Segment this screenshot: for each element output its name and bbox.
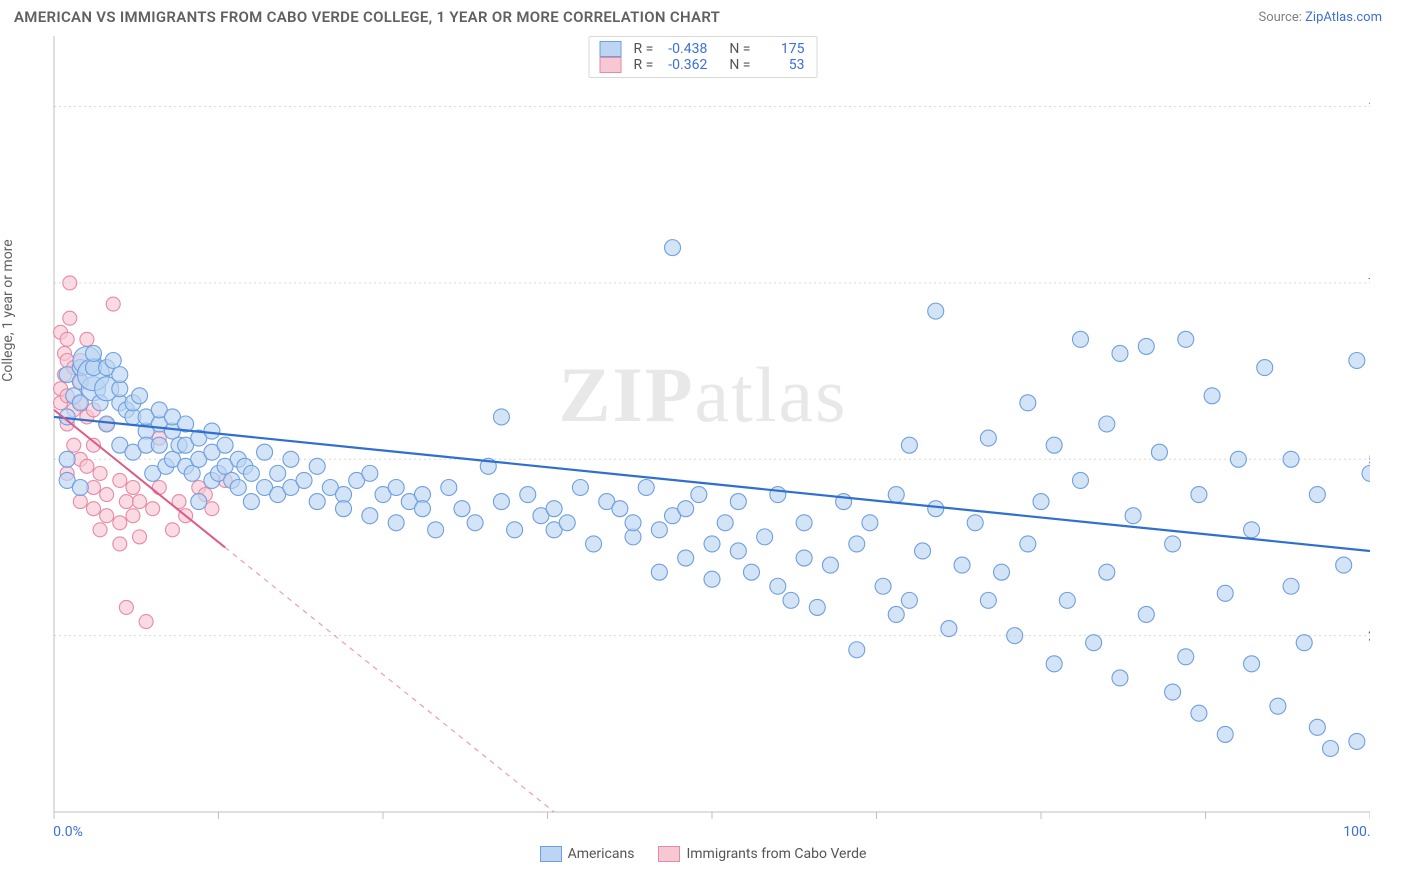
legend-swatch (600, 41, 622, 57)
legend-swatch (658, 846, 680, 862)
legend-item: Americans (540, 846, 635, 862)
svg-text:0.0%: 0.0% (53, 824, 83, 840)
source-link[interactable]: ZipAtlas.com (1305, 10, 1382, 25)
legend-series: Americans Immigrants from Cabo Verde (14, 846, 1392, 862)
y-axis-label: College, 1 year or more (0, 239, 16, 381)
legend-swatch (600, 57, 622, 73)
legend-item: Immigrants from Cabo Verde (658, 846, 866, 862)
svg-text:75.0%: 75.0% (1368, 276, 1370, 292)
svg-text:25.0%: 25.0% (1368, 629, 1370, 645)
legend-swatch (540, 846, 562, 862)
chart-area: College, 1 year or more ZIPatlas 25.0%50… (14, 30, 1392, 860)
scatter-chart: 25.0%50.0%75.0%100.0%0.0%100.0% (14, 30, 1370, 860)
chart-title: AMERICAN VS IMMIGRANTS FROM CABO VERDE C… (14, 8, 720, 26)
legend-stats-row: R = -0.438 N = 175 (600, 41, 805, 57)
svg-text:100.0%: 100.0% (1343, 824, 1370, 840)
legend-stats: R = -0.438 N = 175 R = -0.362 N = 53 (589, 36, 818, 78)
legend-stats-row: R = -0.362 N = 53 (600, 57, 805, 73)
source-credit: Source: ZipAtlas.com (1258, 10, 1382, 25)
header: AMERICAN VS IMMIGRANTS FROM CABO VERDE C… (0, 0, 1406, 30)
svg-text:100.0%: 100.0% (1368, 100, 1370, 116)
